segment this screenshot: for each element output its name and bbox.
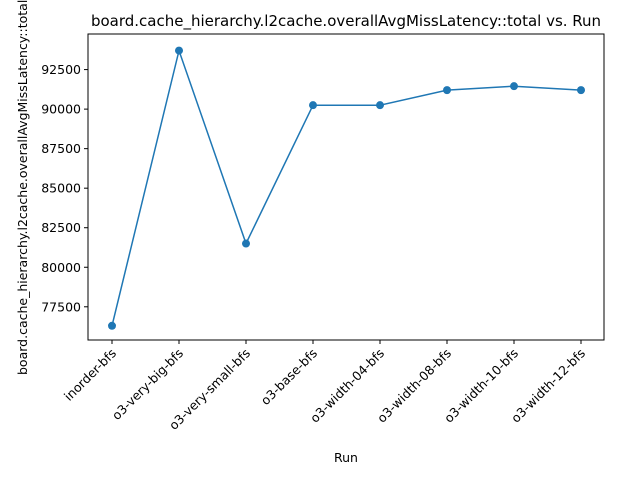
data-point [175, 46, 183, 55]
data-point [510, 82, 518, 91]
series-line [111, 47, 582, 326]
y-tick-label: 80000 [41, 260, 81, 275]
y-tick-label: 85000 [41, 181, 81, 196]
x-axis-label: Run [334, 450, 358, 465]
data-point [309, 101, 317, 110]
data-point [242, 239, 250, 248]
data-point [108, 321, 116, 330]
y-tick-label: 77500 [41, 299, 81, 314]
data-point [577, 86, 585, 95]
y-tick-label: 90000 [41, 102, 81, 117]
y-axis-label: board.cache_hierarchy.l2cache.overallAvg… [15, 0, 30, 375]
chart-title: board.cache_hierarchy.l2cache.overallAvg… [91, 12, 601, 31]
y-tick-label: 82500 [41, 220, 81, 235]
data-point [376, 101, 384, 110]
plot-frame [87, 33, 605, 341]
data-point [443, 86, 451, 95]
y-tick-label: 92500 [41, 62, 81, 77]
y-tick-label: 87500 [41, 141, 81, 156]
